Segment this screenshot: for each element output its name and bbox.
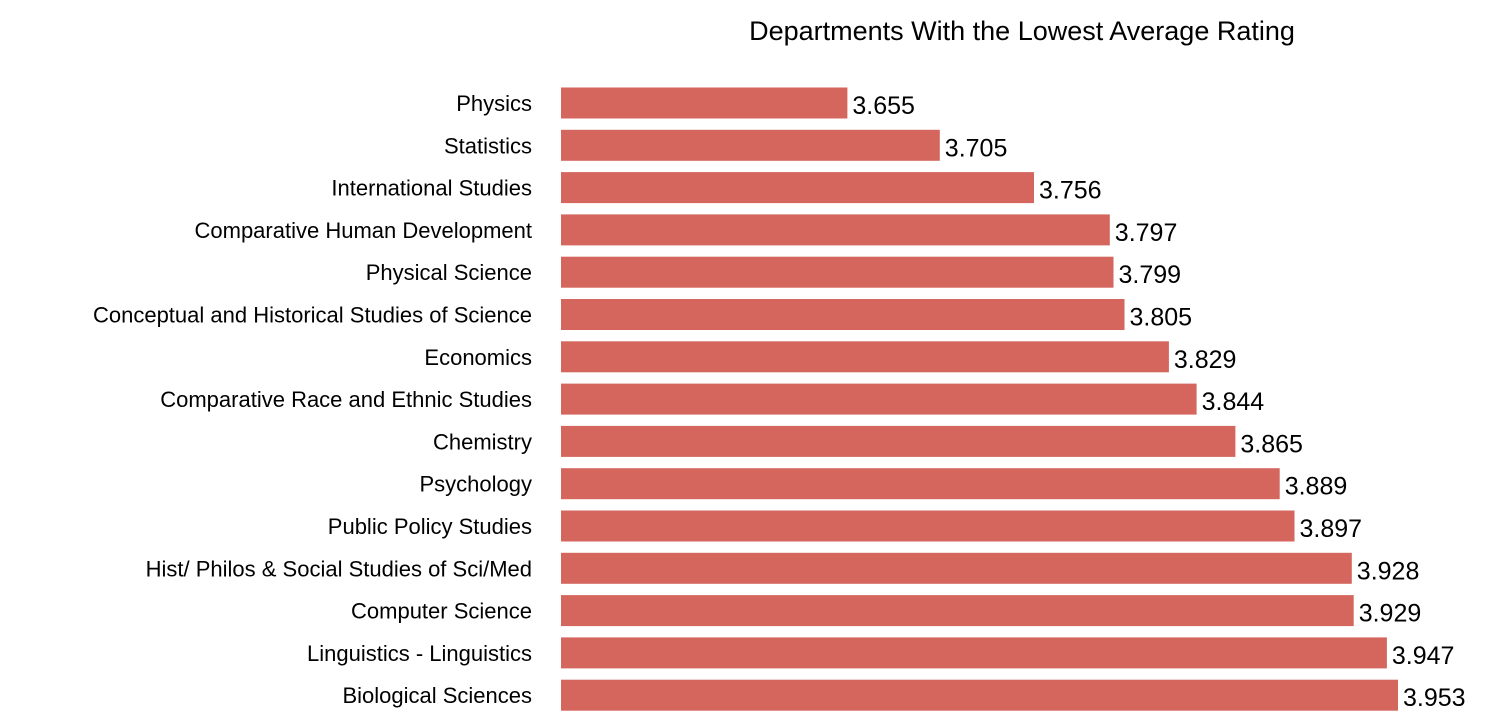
value-label: 3.655	[852, 92, 915, 120]
category-label: Psychology	[419, 472, 532, 497]
bar	[561, 299, 1125, 330]
value-label: 3.953	[1403, 684, 1466, 712]
category-label: Comparative Race and Ethnic Studies	[160, 387, 532, 412]
bar	[561, 510, 1295, 542]
bar	[561, 172, 1034, 204]
value-label: 3.865	[1240, 430, 1303, 458]
bar	[561, 425, 1236, 457]
bar	[561, 214, 1110, 246]
value-label: 3.829	[1174, 346, 1237, 374]
category-label: International Studies	[331, 176, 532, 201]
category-label: Statistics	[444, 133, 532, 158]
category-label: Physics	[456, 91, 532, 116]
value-label: 3.929	[1359, 600, 1422, 628]
bar	[561, 595, 1354, 627]
bar	[561, 87, 848, 119]
category-label: Public Policy Studies	[328, 514, 532, 539]
bar	[561, 468, 1280, 500]
value-label: 3.897	[1300, 515, 1363, 543]
category-label: Comparative Human Development	[195, 218, 533, 243]
bar	[561, 679, 1398, 711]
bar	[561, 341, 1169, 373]
value-label: 3.947	[1392, 642, 1455, 670]
value-labels: 3.655 3.705 3.756 3.797 3.799 3.805 3.829 3.844…	[852, 92, 1465, 712]
category-label: Computer Science	[351, 599, 532, 624]
value-label: 3.756	[1039, 177, 1102, 205]
category-label: Biological Sciences	[342, 683, 532, 708]
value-label: 3.799	[1119, 261, 1182, 289]
bar	[561, 552, 1352, 584]
chart-title: Departments With the Lowest Average Rati…	[749, 16, 1295, 46]
bar	[561, 383, 1197, 415]
category-label: Economics	[424, 345, 532, 370]
category-label: Linguistics - Linguistics	[307, 641, 532, 666]
value-label: 3.889	[1285, 473, 1348, 501]
bar	[561, 256, 1114, 288]
category-label: Physical Science	[366, 260, 532, 285]
category-label: Chemistry	[433, 429, 532, 454]
value-label: 3.805	[1130, 304, 1193, 332]
category-label: Hist/ Philos & Social Studies of Sci/Med	[146, 556, 532, 581]
category-label: Conceptual and Historical Studies of Sci…	[93, 303, 532, 328]
value-label: 3.928	[1357, 557, 1420, 585]
bars-group	[561, 87, 1398, 711]
value-label: 3.797	[1115, 219, 1178, 247]
value-label: 3.705	[945, 134, 1008, 162]
bar	[561, 637, 1387, 669]
category-labels: Physics Statistics International Studies Co…	[93, 91, 532, 708]
value-label: 3.844	[1202, 388, 1265, 416]
bar	[561, 129, 940, 161]
